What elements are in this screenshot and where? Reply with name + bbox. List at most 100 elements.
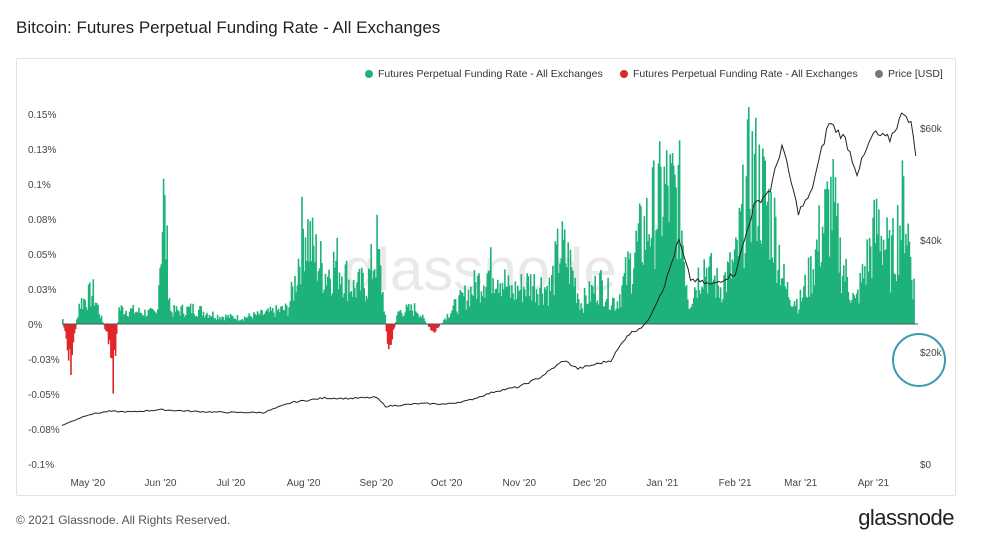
funding-bar-positive <box>637 223 640 324</box>
funding-bar-positive <box>874 242 877 324</box>
funding-bar-positive <box>868 237 871 324</box>
funding-bar-positive <box>221 316 224 324</box>
funding-bar-positive <box>418 317 421 324</box>
funding-bar-positive <box>227 315 229 324</box>
funding-bar-positive <box>359 290 362 324</box>
funding-bar-positive <box>533 274 535 324</box>
y-left-tick-label: -0.08% <box>28 425 60 436</box>
funding-bar-positive <box>198 309 200 324</box>
funding-bar-positive <box>561 221 564 324</box>
funding-bar-positive <box>789 300 791 324</box>
funding-bar-positive <box>98 314 100 324</box>
y-left-tick-label: 0% <box>28 320 43 331</box>
funding-bar-positive <box>913 278 915 324</box>
funding-bar-positive <box>267 308 269 324</box>
y-left-tick-label: -0.03% <box>28 355 60 366</box>
funding-bar-positive <box>698 290 701 324</box>
funding-bar-positive <box>373 269 376 324</box>
funding-bar-positive <box>739 211 742 324</box>
funding-bar-positive <box>371 279 374 324</box>
funding-bar-positive <box>535 289 538 324</box>
funding-bar-positive <box>180 306 182 324</box>
funding-bar-positive <box>619 294 621 324</box>
funding-bar-positive <box>266 310 268 324</box>
funding-bar-positive <box>196 316 199 324</box>
funding-bar-positive <box>907 223 909 324</box>
funding-bar-positive <box>80 298 83 324</box>
funding-bar-positive <box>119 310 122 324</box>
funding-bar-negative <box>390 324 392 345</box>
funding-bar-positive <box>382 291 384 324</box>
funding-bar-positive <box>731 259 734 324</box>
y-left-tick-label: 0.08% <box>28 215 56 226</box>
funding-bar-positive <box>502 289 505 324</box>
funding-bar-positive <box>375 277 377 324</box>
funding-bar-positive <box>628 259 630 324</box>
funding-bar-positive <box>587 303 589 324</box>
funding-bar-positive <box>142 315 145 324</box>
funding-bar-positive <box>517 285 519 324</box>
legend-dot-red <box>620 70 628 78</box>
funding-bar-positive <box>680 258 682 324</box>
funding-bar-positive <box>341 276 343 324</box>
funding-bar-positive <box>803 286 805 324</box>
y-left-tick-label: 0.1% <box>28 180 51 191</box>
y-left-tick-label: 0.03% <box>28 285 56 296</box>
funding-bar-positive <box>297 258 300 324</box>
funding-bar-positive <box>276 310 279 324</box>
funding-bar-positive <box>173 305 175 324</box>
funding-bar-positive <box>643 216 646 324</box>
funding-bar-positive <box>268 312 270 324</box>
funding-bar-positive <box>327 276 329 324</box>
funding-bar-positive <box>77 317 79 324</box>
funding-bar-positive <box>307 219 309 324</box>
funding-bar-positive <box>782 278 784 324</box>
x-tick-label: Sep '20 <box>359 478 393 489</box>
copyright: © 2021 Glassnode. All Rights Reserved. <box>16 513 231 527</box>
funding-bar-positive <box>776 283 778 324</box>
funding-bar-positive <box>773 197 776 324</box>
legend-item-price[interactable]: Price [USD] <box>875 68 943 80</box>
funding-bar-positive <box>787 297 790 324</box>
legend-item-funding-positive[interactable]: Futures Perpetual Funding Rate - All Exc… <box>365 68 603 80</box>
funding-bar-positive <box>620 307 622 324</box>
funding-bar-positive <box>712 279 715 324</box>
funding-bar-positive <box>174 311 177 324</box>
funding-bar-positive <box>525 296 527 324</box>
funding-bar-positive <box>509 298 512 324</box>
funding-bar-positive <box>160 264 163 324</box>
funding-bar-positive <box>797 313 799 324</box>
funding-bar-positive <box>162 178 165 324</box>
funding-bar-positive <box>228 318 231 324</box>
funding-bar-positive <box>262 314 265 324</box>
y-left-tick-label: -0.1% <box>28 460 54 471</box>
funding-bar-positive <box>287 315 289 324</box>
funding-bar-positive <box>905 233 907 324</box>
funding-bar-positive <box>676 258 678 324</box>
funding-bar-positive <box>472 295 474 324</box>
funding-bar-positive <box>308 261 310 324</box>
funding-bar-positive <box>188 307 191 324</box>
funding-bar-positive <box>519 289 521 324</box>
funding-bar-positive <box>254 314 256 324</box>
funding-bar-positive <box>672 165 675 324</box>
funding-bar-positive <box>899 225 901 324</box>
funding-bar-positive <box>691 304 694 324</box>
funding-bar-positive <box>417 314 419 324</box>
funding-bar-positive <box>848 300 851 324</box>
funding-bar-negative <box>64 324 66 331</box>
funding-bar-positive <box>370 244 372 324</box>
funding-bar-positive <box>570 267 573 324</box>
funding-bar-positive <box>446 313 449 324</box>
funding-bar-negative <box>108 324 111 341</box>
funding-bar-negative <box>107 324 110 345</box>
glassnode-logo[interactable]: glassnode <box>858 505 954 530</box>
funding-bar-positive <box>572 270 574 324</box>
funding-bar-negative <box>436 324 438 328</box>
funding-bar-positive <box>264 311 267 324</box>
legend-item-funding-negative[interactable]: Futures Perpetual Funding Rate - All Exc… <box>620 68 858 80</box>
funding-bar-positive <box>769 259 771 324</box>
funding-bar-positive <box>608 309 610 324</box>
funding-bar-positive <box>539 287 541 324</box>
funding-bar-positive <box>335 260 337 324</box>
